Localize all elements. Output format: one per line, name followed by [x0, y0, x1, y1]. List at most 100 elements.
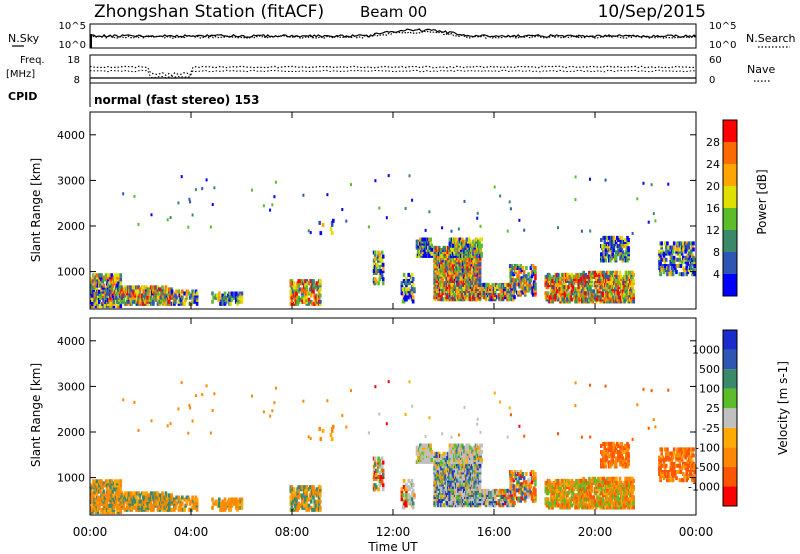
power-cell — [612, 235, 616, 240]
power-cell — [603, 244, 607, 249]
power-cell — [400, 291, 404, 296]
velocity-cell — [179, 505, 183, 510]
power-cell — [509, 207, 512, 211]
power-cell — [689, 249, 693, 254]
velocity-cell — [91, 499, 94, 504]
velocity-cell — [305, 485, 308, 490]
velocity-cell — [232, 501, 236, 506]
power-cell — [523, 288, 527, 293]
velocity-cell — [318, 426, 321, 431]
power-cell — [572, 281, 576, 286]
power-cell — [312, 285, 315, 290]
velocity-cell — [158, 505, 162, 510]
velocity-cell — [170, 501, 174, 506]
power-cell — [454, 237, 457, 242]
velocity-cell — [411, 501, 415, 506]
power-cell — [297, 283, 300, 288]
power-cell — [508, 297, 512, 302]
power-cell — [615, 270, 618, 275]
power-cell — [493, 185, 496, 189]
power-cell — [122, 192, 125, 196]
power-cell — [616, 235, 619, 240]
power-cell — [146, 295, 149, 300]
velocity-cell — [221, 507, 224, 512]
power-cell — [143, 289, 146, 294]
power-cell — [131, 293, 135, 298]
power-cell — [448, 237, 452, 242]
power-cell — [177, 289, 181, 294]
velocity-cell — [423, 443, 427, 448]
power-cell — [546, 291, 550, 296]
power-cell — [455, 262, 458, 267]
power-cell — [478, 262, 482, 267]
power-cell — [373, 281, 377, 286]
power-cell — [623, 238, 627, 242]
velocity-cell — [376, 468, 379, 473]
power-cell — [175, 289, 178, 294]
power-cell — [663, 241, 667, 246]
power-cell — [570, 289, 574, 294]
velocity-cell — [113, 485, 117, 490]
power-cell — [224, 299, 228, 304]
power-cell — [575, 272, 578, 277]
velocity-cell — [115, 501, 118, 506]
power-cell — [598, 281, 601, 286]
power-cell — [513, 295, 516, 300]
power-cell — [381, 277, 385, 282]
velocity-cell — [290, 485, 294, 490]
power-cell — [147, 287, 151, 292]
velocity-cell — [135, 495, 138, 500]
power-cell — [119, 300, 123, 304]
power-cell — [678, 249, 682, 254]
power-cell — [519, 264, 522, 268]
power-cell — [133, 293, 137, 298]
power-cell — [378, 264, 382, 269]
power-cell — [300, 287, 304, 292]
power-colorbar-tick: 24 — [706, 158, 720, 171]
power-cell — [596, 281, 599, 286]
velocity-cell — [143, 495, 146, 500]
power-cell — [330, 220, 334, 225]
power-cell — [474, 241, 478, 246]
power-cell — [575, 289, 578, 294]
velocity-cell — [151, 491, 154, 496]
power-cell — [295, 293, 298, 298]
power-cell — [91, 304, 94, 309]
power-cell — [600, 281, 604, 286]
power-cell — [319, 299, 322, 304]
velocity-cell — [117, 510, 120, 515]
velocity-cell — [312, 495, 315, 500]
power-cell — [618, 270, 622, 275]
power-cell — [478, 266, 482, 271]
power-cell — [549, 274, 552, 279]
velocity-cell — [429, 443, 432, 448]
power-cell — [664, 257, 668, 262]
power-cell — [110, 273, 114, 278]
power-cell — [238, 295, 242, 300]
velocity-cell — [416, 449, 420, 454]
power-cell — [534, 266, 537, 270]
power-cell — [381, 266, 385, 271]
velocity-cell — [299, 487, 303, 492]
velocity-cell — [232, 497, 236, 502]
power-cell — [593, 270, 597, 275]
power-cell — [675, 270, 678, 275]
power-cell — [309, 293, 313, 298]
velocity-cell — [223, 497, 227, 502]
power-cell — [312, 289, 315, 294]
power-cell — [479, 247, 482, 252]
power-cell — [294, 297, 297, 302]
power-cell — [510, 292, 513, 297]
power-cell — [611, 270, 615, 275]
power-cell — [480, 237, 483, 242]
velocity-cell — [329, 433, 333, 437]
power-cell — [373, 256, 377, 261]
power-cell — [251, 188, 253, 192]
power-cell — [509, 280, 512, 285]
power-cell — [689, 266, 693, 270]
power-cell — [137, 222, 140, 226]
power-cell — [179, 293, 183, 298]
power-colorbar-segment — [723, 208, 737, 230]
velocity-cell — [227, 499, 230, 504]
